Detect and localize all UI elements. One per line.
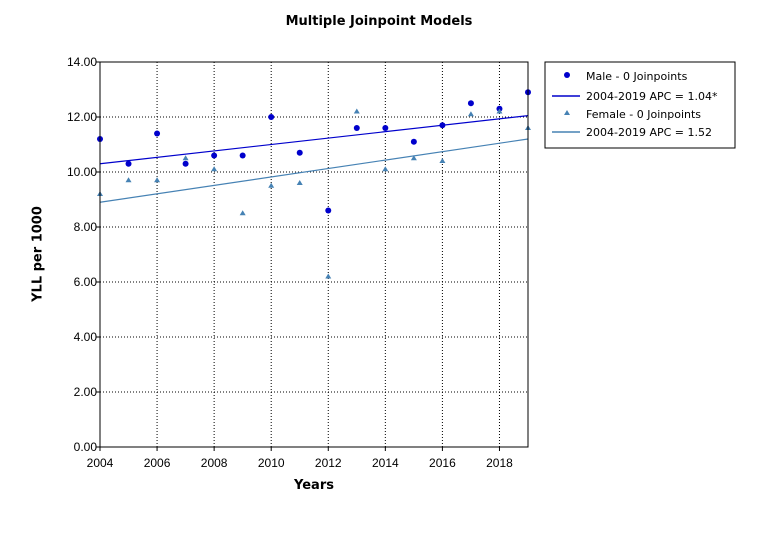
trend-lines	[99, 115, 529, 203]
x-tick-label: 2008	[201, 456, 228, 470]
data-point-female	[296, 180, 303, 185]
data-point-female	[382, 166, 389, 172]
data-point-male	[382, 125, 389, 131]
legend-marker-male	[564, 72, 570, 78]
data-point-female	[154, 177, 161, 183]
trend-line-female	[99, 138, 529, 203]
x-axis-ticks: 2004 2006 2008 2010 2012 2014 2016 2018	[87, 447, 513, 470]
y-tick-label: 8.00	[74, 220, 98, 234]
y-tick-label: 6.00	[74, 275, 98, 289]
gridlines	[99, 61, 528, 448]
data-point-male	[325, 207, 332, 214]
data-point-female	[496, 108, 503, 114]
data-points	[97, 89, 531, 279]
data-point-male	[296, 149, 303, 156]
data-point-female	[125, 177, 132, 183]
legend-frame	[544, 61, 736, 149]
legend: Male - 0 Joinpoints 2004-2019 APC = 1.04…	[544, 61, 736, 149]
chart-title: Multiple Joinpoint Models	[285, 14, 473, 29]
data-point-male	[410, 138, 417, 145]
data-point-male	[467, 100, 474, 107]
data-point-female	[182, 155, 189, 161]
data-point-female	[325, 273, 332, 279]
data-point-female	[268, 182, 275, 188]
x-tick-label: 2006	[144, 456, 171, 470]
data-point-female	[211, 166, 218, 172]
data-point-female	[467, 111, 474, 117]
legend-label-male: Male - 0 Joinpoints	[586, 70, 688, 83]
y-axis-label: YLL per 1000	[30, 206, 46, 302]
trend-line-male	[99, 115, 529, 165]
legend-label-female-fit: 2004-2019 APC = 1.52	[586, 126, 712, 139]
data-point-male	[439, 122, 446, 129]
y-tick-label: 10.00	[67, 165, 97, 179]
y-tick-label: 2.00	[74, 385, 98, 399]
x-tick-label: 2016	[429, 456, 456, 470]
x-axis-label: Years	[294, 478, 334, 493]
legend-label-male-fit: 2004-2019 APC = 1.04*	[586, 90, 718, 103]
x-tick-label: 2014	[372, 456, 399, 470]
y-tick-label: 12.00	[67, 110, 97, 124]
x-tick-label: 2010	[258, 456, 285, 470]
legend-marker-female	[564, 110, 570, 115]
y-axis-ticks: 0.00 2.00 4.00 6.00 8.00 10.00 12.00 14.00	[67, 55, 100, 454]
data-point-female	[353, 108, 360, 114]
legend-label-female: Female - 0 Joinpoints	[586, 108, 701, 121]
data-point-male	[182, 160, 189, 167]
x-tick-label: 2018	[486, 456, 513, 470]
data-point-female	[439, 158, 446, 163]
data-point-male	[211, 152, 218, 159]
data-point-male	[125, 160, 132, 167]
x-tick-label: 2012	[315, 456, 342, 470]
x-tick-label: 2004	[87, 456, 114, 470]
data-point-female	[410, 155, 417, 161]
y-tick-label: 14.00	[67, 55, 97, 69]
y-tick-label: 0.00	[74, 440, 98, 454]
data-point-male	[353, 125, 360, 131]
plot-frame	[99, 61, 529, 448]
y-tick-label: 4.00	[74, 330, 98, 344]
data-point-male	[268, 114, 275, 120]
data-point-female	[239, 210, 246, 216]
data-point-male	[239, 152, 246, 159]
data-point-male	[154, 130, 161, 137]
